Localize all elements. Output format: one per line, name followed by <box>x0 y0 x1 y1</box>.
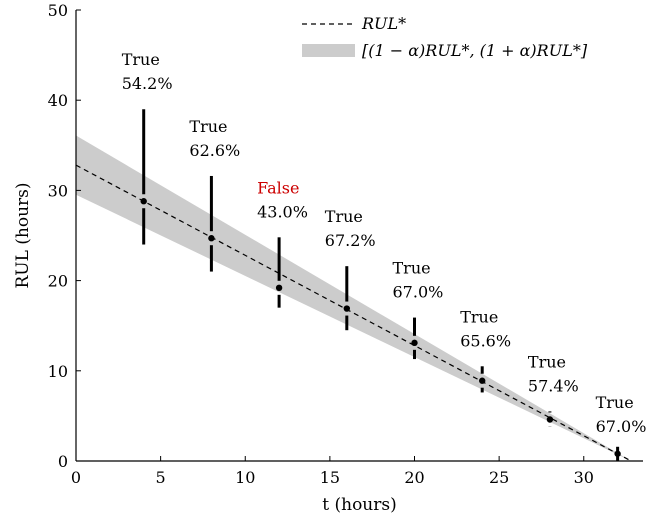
data-point-2 <box>275 284 283 292</box>
point-label-7: True <box>596 393 634 412</box>
legend-label-rul-star: RUL* <box>361 14 406 33</box>
point-percent-6: 57.4% <box>528 376 579 395</box>
x-tick-label-1: 5 <box>156 468 166 487</box>
y-tick-label-1: 10 <box>48 362 68 381</box>
point-percent-5: 65.6% <box>460 331 511 350</box>
point-label-4: True <box>393 259 431 278</box>
point-percent-3: 67.2% <box>325 231 376 250</box>
x-tick-label-5: 25 <box>489 468 509 487</box>
x-tick-label-3: 15 <box>320 468 340 487</box>
point-percent-0: 54.2% <box>122 74 173 93</box>
point-label-2: False <box>257 178 299 197</box>
point-label-0: True <box>122 50 160 69</box>
legend-label-band: [(1 − α)RUL*, (1 + α)RUL*] <box>362 41 588 60</box>
y-tick-label-3: 30 <box>48 181 68 200</box>
point-label-1: True <box>189 117 227 136</box>
alpha-band <box>76 135 632 461</box>
x-tick-label-0: 0 <box>71 468 81 487</box>
x-axis-label: t (hours) <box>322 495 396 515</box>
x-tick-label-2: 10 <box>235 468 255 487</box>
data-point-3 <box>343 305 351 312</box>
data-point-0 <box>140 198 147 205</box>
point-percent-4: 67.0% <box>393 283 444 302</box>
x-tick-label-4: 20 <box>404 468 424 487</box>
y-tick-label-2: 20 <box>48 272 68 291</box>
point-percent-1: 62.6% <box>189 141 240 160</box>
data-point-1 <box>208 235 215 242</box>
point-label-6: True <box>528 352 566 371</box>
point-percent-2: 43.0% <box>257 202 308 221</box>
y-tick-label-5: 50 <box>48 1 68 20</box>
x-tick-label-6: 30 <box>574 468 594 487</box>
data-point-7 <box>614 450 621 457</box>
data-point-6 <box>546 416 554 423</box>
y-tick-label-0: 0 <box>58 452 68 471</box>
point-label-3: True <box>325 207 363 226</box>
point-label-5: True <box>460 307 498 326</box>
point-percent-7: 67.0% <box>596 417 647 436</box>
rul-star-line <box>75 164 632 462</box>
y-axis-label: RUL (hours) <box>13 182 33 288</box>
data-point-4 <box>411 339 418 347</box>
data-point-5 <box>479 377 486 384</box>
y-tick-label-4: 40 <box>48 91 68 110</box>
legend-band-swatch <box>302 44 355 57</box>
